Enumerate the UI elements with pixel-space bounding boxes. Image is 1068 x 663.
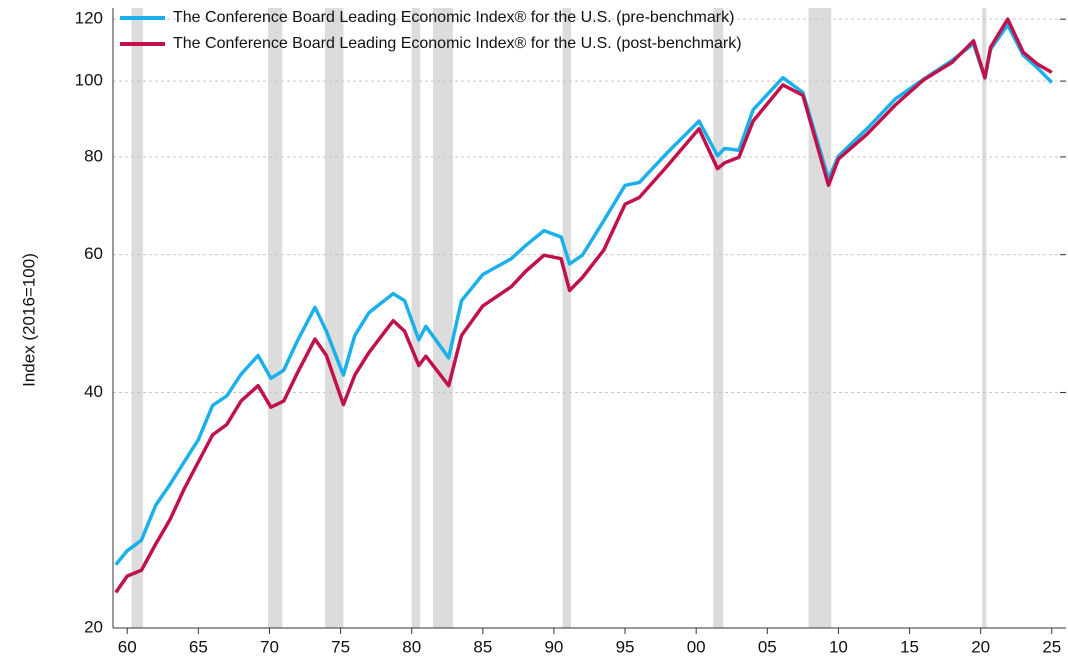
x-tick-label: 90 [544, 637, 563, 656]
x-tick-label: 95 [616, 637, 635, 656]
y-tick-label: 20 [84, 617, 103, 636]
recession-band [982, 8, 987, 628]
x-tick-label: 70 [260, 637, 279, 656]
x-tick-label: 15 [900, 637, 919, 656]
series-line [114, 17, 1053, 594]
legend-label: The Conference Board Leading Economic In… [173, 35, 742, 52]
x-tick-label: 10 [829, 637, 848, 656]
recession-band [808, 8, 832, 628]
legend-label: The Conference Board Leading Economic In… [173, 9, 734, 26]
recession-band [713, 8, 724, 628]
x-tick-label: 25 [1042, 637, 1061, 656]
recession-band [433, 8, 453, 628]
recession-band [324, 8, 344, 628]
x-tick-label: 85 [473, 637, 492, 656]
recession-band [411, 8, 421, 628]
recession-band [268, 8, 283, 628]
x-tick-label: 80 [402, 637, 421, 656]
x-tick-label: 20 [971, 637, 990, 656]
recession-band [562, 8, 572, 628]
recession-band [131, 8, 143, 628]
y-tick-label: 80 [84, 146, 103, 165]
y-tick-label: 60 [84, 244, 103, 263]
y-tick-label: 120 [75, 9, 103, 28]
y-tick-label: 100 [75, 71, 103, 90]
y-tick-label: 40 [84, 382, 103, 401]
x-tick-label: 00 [687, 637, 706, 656]
series-line [114, 23, 1054, 566]
x-tick-label: 65 [189, 637, 208, 656]
x-tick-label: 75 [331, 637, 350, 656]
x-tick-label: 60 [118, 637, 137, 656]
x-tick-label: 05 [758, 637, 777, 656]
y-axis-label: Index (2016=100) [19, 253, 38, 387]
